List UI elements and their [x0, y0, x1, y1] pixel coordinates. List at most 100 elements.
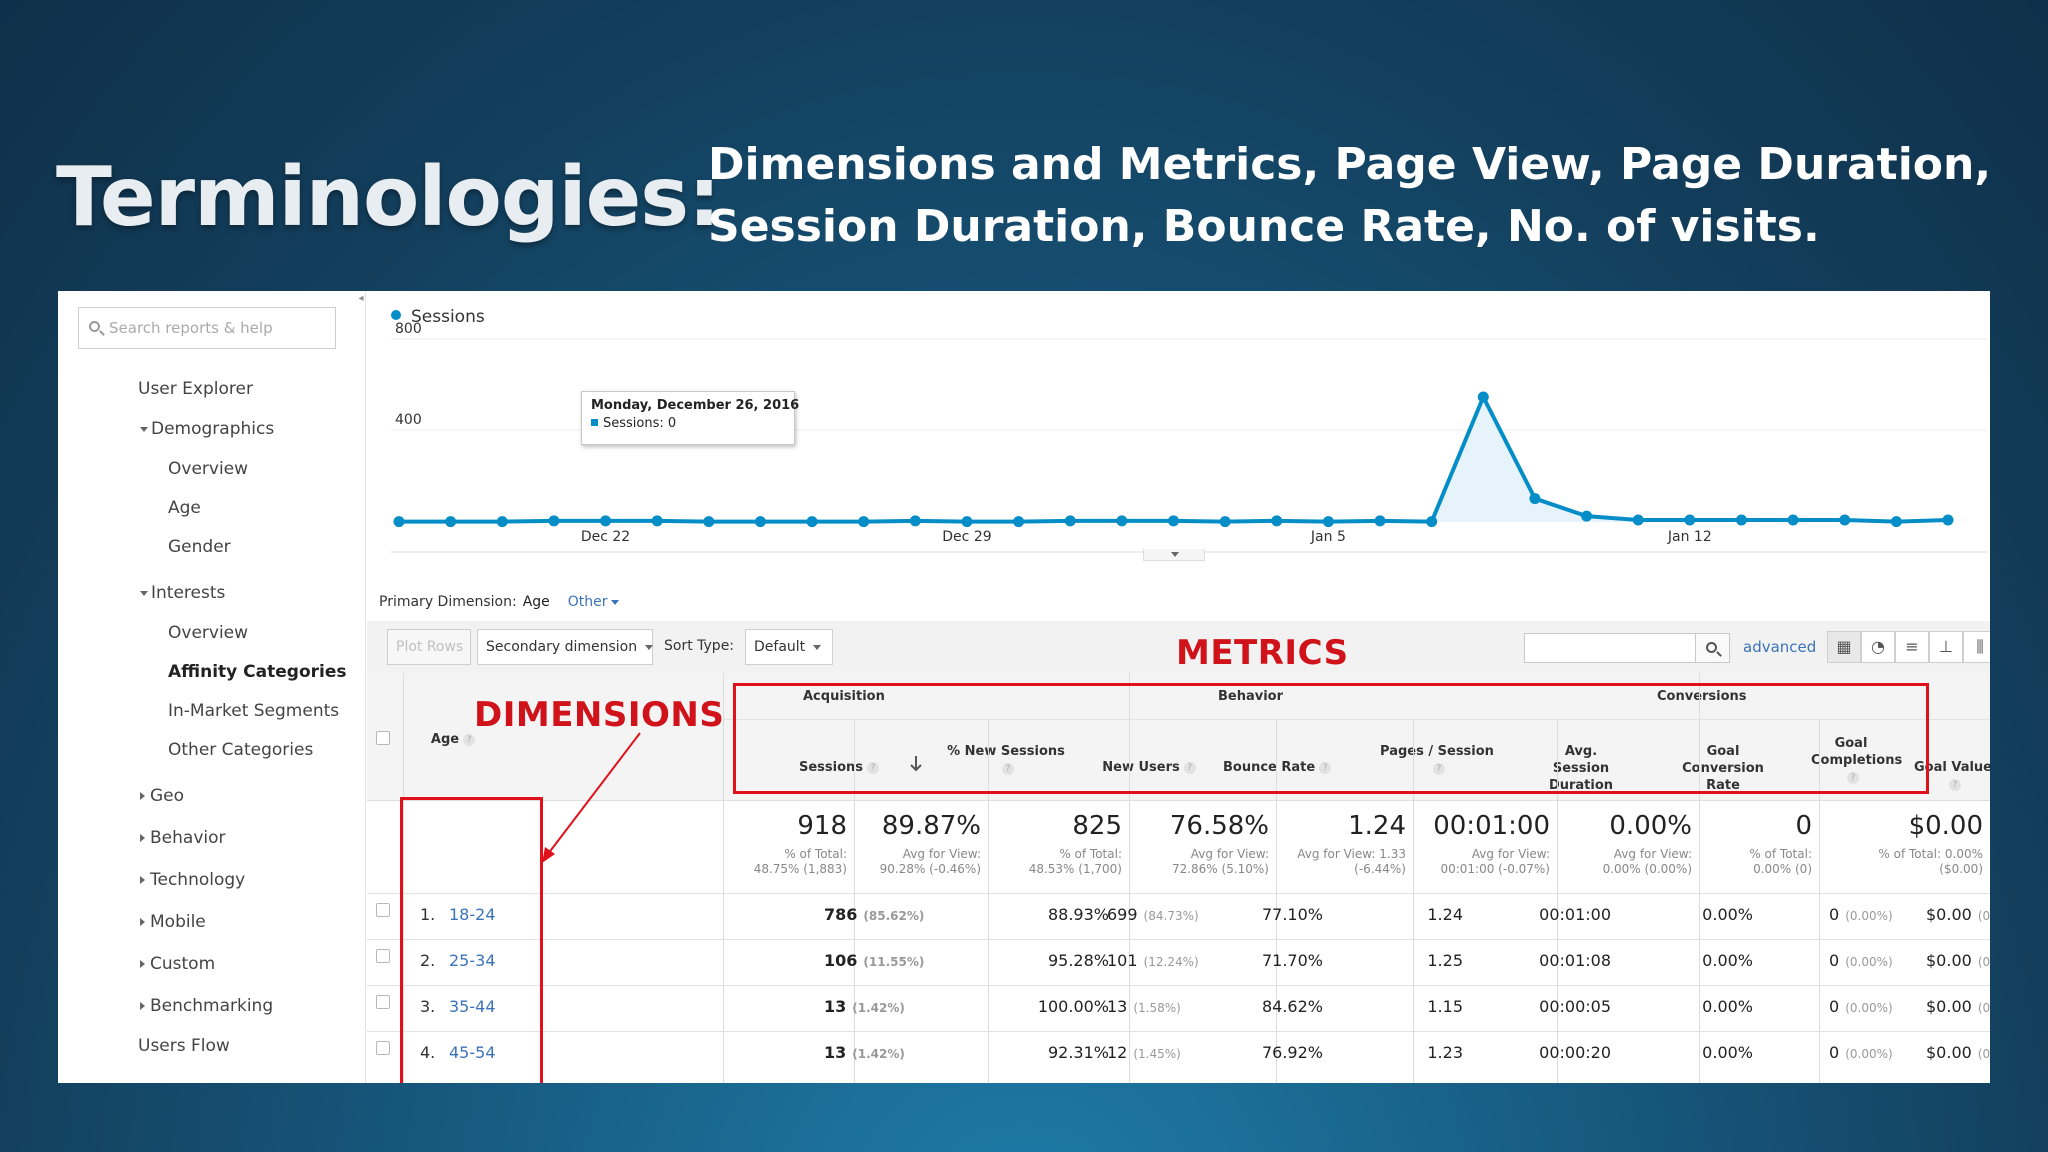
sidebar-item-user-explorer[interactable]: User Explorer [138, 379, 253, 399]
sidebar-collapse-icon[interactable]: ◂ [358, 293, 364, 304]
sessions-point[interactable] [548, 515, 560, 527]
search-reports-box[interactable] [78, 307, 336, 349]
row-age-link[interactable]: 25-34 [449, 951, 496, 970]
column-header-avg-session-duration[interactable]: Avg. Session Duration [1511, 743, 1651, 794]
column-header-new-users[interactable]: New Users? [1079, 759, 1219, 776]
sidebar-item-users-flow[interactable]: Users Flow [138, 1036, 230, 1056]
sessions-point[interactable] [1064, 515, 1076, 527]
help-icon[interactable]: ? [1183, 761, 1196, 774]
sessions-point[interactable] [393, 516, 405, 528]
row-age-link[interactable]: 45-54 [449, 1043, 496, 1062]
sessions-point[interactable] [754, 516, 766, 528]
row-checkbox[interactable] [376, 995, 390, 1009]
help-icon[interactable]: ? [1433, 762, 1445, 775]
help-icon[interactable]: ? [463, 733, 476, 746]
sessions-point[interactable] [1374, 515, 1386, 527]
sidebar-item-behavior[interactable]: Behavior [140, 828, 226, 848]
sessions-chart[interactable]: 800 400 Dec 22 Dec 29 Jan 5 Jan 12 [367, 291, 1990, 581]
cell-new-users-value: 12 [1107, 1043, 1128, 1062]
column-header-goal-conversion-rate[interactable]: Goal Conversion Rate [1653, 743, 1793, 794]
row-checkbox[interactable] [376, 1041, 390, 1055]
sidebar-item-interests[interactable]: Interests [140, 583, 225, 603]
table-search-button[interactable] [1696, 633, 1730, 663]
sessions-point[interactable] [1942, 514, 1954, 526]
table-search-input[interactable] [1524, 633, 1696, 663]
sort-descending-icon[interactable] [909, 755, 923, 773]
help-icon[interactable]: ? [1949, 778, 1961, 791]
column-header-goal-completions[interactable]: Goal Completions? [1793, 735, 1909, 786]
table-view-icon[interactable]: ▦ [1827, 631, 1861, 663]
column-header-age[interactable]: Age? [423, 731, 483, 748]
performance-view-icon[interactable]: ≡ [1895, 631, 1929, 663]
sessions-point[interactable] [1529, 493, 1541, 505]
sessions-point[interactable] [1116, 515, 1128, 527]
comparison-view-icon[interactable]: ⊥ [1929, 631, 1963, 663]
sessions-point[interactable] [600, 515, 612, 527]
sessions-point[interactable] [1684, 514, 1696, 526]
sessions-point[interactable] [961, 516, 973, 528]
row-age-link[interactable]: 35-44 [449, 997, 496, 1016]
sessions-point[interactable] [1839, 514, 1851, 526]
column-header-new-sessions[interactable]: % New Sessions? [931, 743, 1081, 777]
secondary-dimension-select[interactable]: Secondary dimension [477, 629, 654, 665]
sidebar-item-demographics[interactable]: Demographics [140, 419, 274, 439]
sessions-point[interactable] [651, 515, 663, 527]
sessions-point[interactable] [1477, 391, 1489, 403]
help-icon[interactable]: ? [1002, 762, 1014, 775]
column-divider [1413, 719, 1414, 1083]
row-checkbox[interactable] [376, 903, 390, 917]
search-reports-input[interactable] [109, 314, 329, 342]
sessions-point[interactable] [806, 516, 818, 528]
cell-goal-completions: 0 (0.00%) [1829, 1043, 1893, 1062]
sessions-point[interactable] [1787, 514, 1799, 526]
sidebar-item-custom[interactable]: Custom [140, 954, 215, 974]
help-icon[interactable]: ? [867, 761, 880, 774]
sessions-point[interactable] [496, 516, 508, 528]
sessions-point[interactable] [1632, 514, 1644, 526]
row-checkbox[interactable] [376, 949, 390, 963]
sessions-point[interactable] [858, 516, 870, 528]
select-all-checkbox[interactable] [376, 731, 390, 745]
sidebar-item-benchmarking[interactable]: Benchmarking [140, 996, 273, 1016]
column-header-pages-session[interactable]: Pages / Session? [1369, 743, 1505, 777]
column-header-bounce-rate[interactable]: Bounce Rate? [1223, 759, 1363, 776]
sort-type-select[interactable]: Default [745, 629, 833, 665]
chart-collapse-toggle[interactable] [1143, 549, 1205, 561]
sidebar-item-in-market-segments[interactable]: In-Market Segments [168, 701, 339, 721]
sidebar-item-demographics-overview[interactable]: Overview [168, 459, 248, 479]
column-header-goal-value[interactable]: Goal Value? [1913, 759, 1990, 793]
sessions-point[interactable] [1581, 510, 1593, 522]
sidebar-item-geo[interactable]: Geo [140, 786, 184, 806]
sessions-point[interactable] [1168, 515, 1179, 527]
sessions-point[interactable] [445, 516, 457, 528]
cell-new-users: 101 (12.24%) [1107, 951, 1199, 970]
plot-rows-button[interactable]: Plot Rows [387, 629, 471, 665]
pie-view-icon[interactable]: ◔ [1861, 631, 1895, 663]
sessions-point[interactable] [1890, 516, 1902, 528]
sessions-point[interactable] [1426, 516, 1438, 528]
help-icon[interactable]: ? [1847, 771, 1859, 784]
row-age-link[interactable]: 18-24 [449, 905, 496, 924]
pivot-view-icon[interactable]: ⫼ [1963, 631, 1990, 663]
sessions-point[interactable] [1322, 516, 1334, 528]
secondary-dimension-label: Secondary dimension [486, 639, 638, 655]
sidebar-item-mobile[interactable]: Mobile [140, 912, 206, 932]
sessions-point[interactable] [1013, 516, 1025, 528]
sidebar-item-technology[interactable]: Technology [140, 870, 245, 890]
sidebar-item-interests-overview[interactable]: Overview [168, 623, 248, 643]
sessions-point[interactable] [1271, 515, 1283, 527]
sidebar-item-affinity-categories[interactable]: Affinity Categories [168, 662, 346, 682]
sidebar-item-age[interactable]: Age [168, 498, 201, 518]
sidebar-item-other-categories[interactable]: Other Categories [168, 740, 313, 760]
primary-dimension-age[interactable]: Age [522, 594, 550, 610]
column-header-sessions[interactable]: Sessions? [799, 759, 907, 776]
primary-dimension-other[interactable]: Other [568, 594, 622, 610]
help-icon[interactable]: ? [1319, 761, 1332, 774]
sessions-point[interactable] [703, 516, 715, 528]
sessions-point[interactable] [909, 515, 921, 527]
sessions-point[interactable] [1219, 516, 1231, 528]
advanced-filter-link[interactable]: advanced [1743, 638, 1817, 656]
cell-pages-session-value: 1.24 [1427, 905, 1463, 924]
sessions-point[interactable] [1735, 514, 1747, 526]
sidebar-item-gender[interactable]: Gender [168, 537, 231, 557]
